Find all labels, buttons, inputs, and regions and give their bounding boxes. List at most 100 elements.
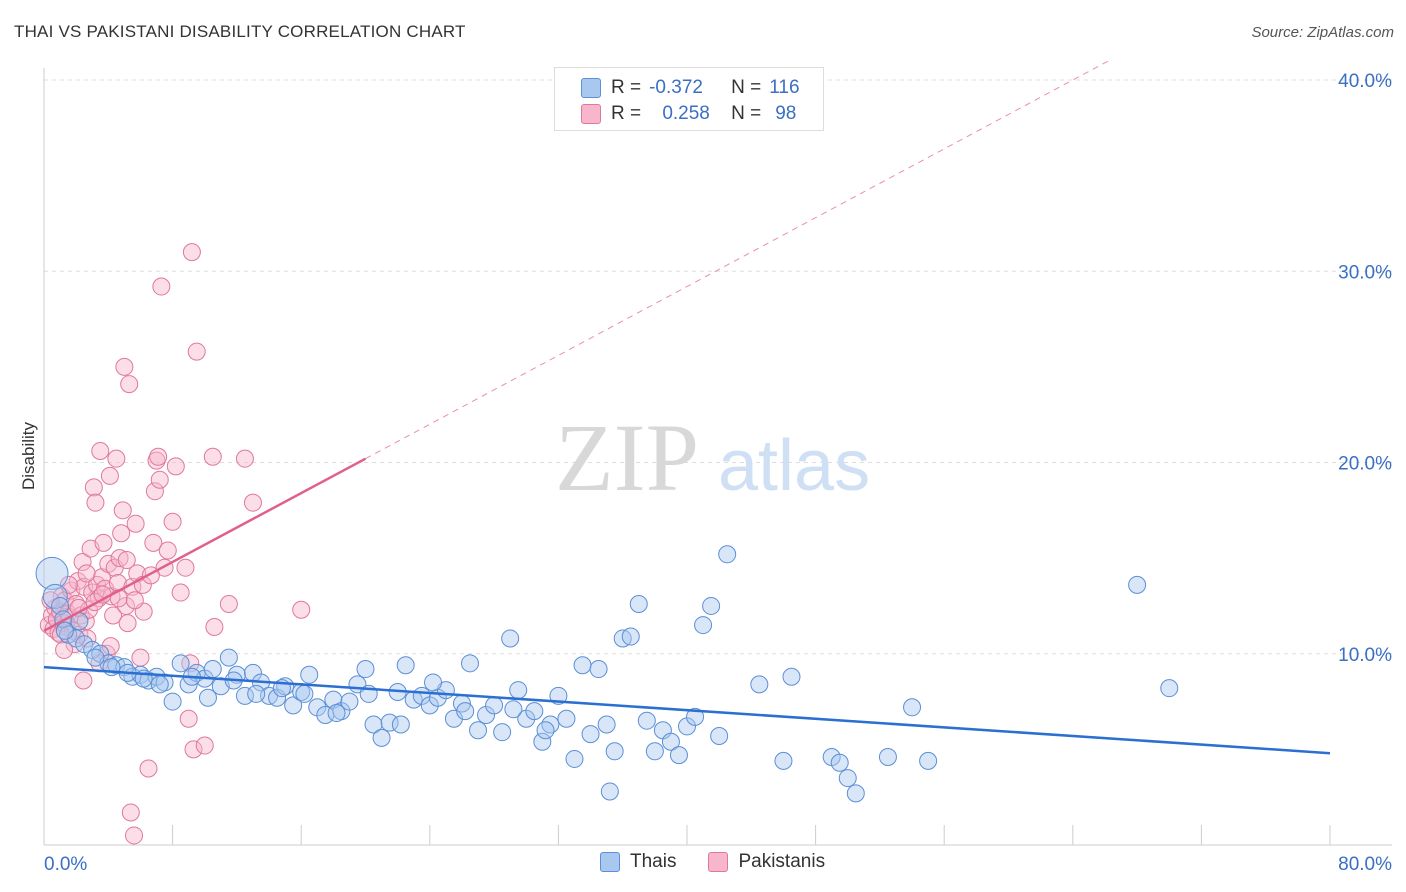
thais-point: [1160, 679, 1179, 698]
pakistanis-point: [203, 447, 222, 466]
thais-point: [485, 696, 504, 715]
thais-point: [327, 704, 346, 723]
pakistanis-point: [91, 442, 110, 461]
pakistanis-point: [107, 449, 126, 468]
thais-legend-label: Thais: [630, 851, 677, 872]
pakistanis-point: [179, 709, 198, 728]
thais-point: [247, 684, 266, 703]
pakistanis-point: [55, 591, 74, 610]
thais-point: [364, 715, 383, 734]
thais-point: [203, 660, 222, 679]
y-tick-label: 40.0%: [1338, 71, 1392, 92]
thais-point: [163, 692, 182, 711]
thais-point: [356, 660, 375, 679]
thais-point: [525, 702, 544, 721]
pakistanis-point: [113, 501, 132, 520]
thais-point: [469, 721, 488, 740]
thais-points: [35, 545, 1179, 803]
y-tick-label: 30.0%: [1338, 262, 1392, 283]
pakistanis-point: [125, 591, 144, 610]
thais-point: [686, 707, 705, 726]
y-tick-label: 20.0%: [1338, 454, 1392, 475]
pakistanis-n-label: N =: [731, 103, 762, 124]
thais-point: [621, 627, 640, 646]
chart-title: THAI VS PAKISTANI DISABILITY CORRELATION…: [14, 22, 466, 41]
thais-point: [597, 715, 616, 734]
watermark-zip: ZIP: [555, 404, 699, 511]
pakistanis-point: [84, 478, 103, 497]
pakistanis-point: [109, 589, 128, 608]
thais-point: [774, 751, 793, 770]
pakistanis-point: [195, 736, 214, 755]
thais-swatch: [581, 78, 601, 98]
thais-trend-line: [43, 665, 1331, 755]
thais-point: [589, 660, 608, 679]
pakistanis-point: [176, 558, 195, 577]
thais-point: [541, 715, 560, 734]
legend-item-pakistanis[interactable]: Pakistanis: [708, 851, 825, 873]
pakistanis-point: [235, 449, 254, 468]
thais-r-label: R =: [611, 77, 642, 98]
pakistanis-point: [125, 826, 144, 845]
pakistanis-point: [171, 583, 190, 602]
legend-item-thais[interactable]: Thais: [600, 851, 676, 873]
thais-point: [782, 667, 801, 686]
pakistanis-trend-extension: [365, 60, 1109, 460]
correlation-legend: R = -0.372 N = 116 R = 0.258 N = 98: [554, 67, 824, 131]
pakistanis-point: [131, 648, 150, 667]
pakistanis-point: [139, 759, 158, 778]
pakistanis-point: [101, 637, 120, 656]
thais-point: [391, 715, 410, 734]
thais-point: [42, 583, 68, 609]
thais-point: [645, 742, 664, 761]
thais-point: [509, 681, 528, 700]
pakistanis-point: [104, 606, 123, 625]
thais-point: [1128, 575, 1147, 594]
pakistanis-point: [205, 617, 224, 636]
thais-point: [669, 746, 688, 765]
thais-point: [396, 656, 415, 675]
thais-point: [424, 673, 443, 692]
thais-point: [171, 654, 190, 673]
pakistanis-point: [219, 595, 238, 614]
thais-point: [284, 696, 303, 715]
pakistanis-swatch: [581, 104, 601, 124]
thais-point: [573, 656, 592, 675]
y-tick-label: 10.0%: [1338, 645, 1392, 666]
thais-n-value: 116: [769, 77, 800, 98]
thais-point: [504, 700, 523, 719]
pakistanis-point: [100, 466, 119, 485]
tick-labels: 10.0% 20.0% 30.0% 40.0% 0.0% 80.0%: [44, 71, 1392, 875]
watermark: ZIP atlas: [555, 404, 870, 511]
thais-point: [235, 686, 254, 705]
pakistanis-trend-line: [43, 457, 367, 632]
thais-point: [150, 675, 169, 694]
pakistanis-points: [39, 243, 311, 845]
pakistanis-point: [86, 493, 105, 512]
thais-point: [456, 702, 475, 721]
thais-point: [903, 698, 922, 717]
pakistanis-point: [149, 447, 168, 466]
pakistanis-point: [120, 375, 139, 394]
thais-point: [557, 709, 576, 728]
pakistanis-point: [77, 564, 96, 583]
thais-point: [600, 782, 619, 801]
thais-point: [501, 629, 520, 648]
legend-row-thais: R = -0.372 N = 116: [581, 76, 800, 100]
y-axis-label: Disability: [19, 421, 38, 490]
thais-point: [919, 751, 938, 770]
thais-point: [830, 753, 849, 772]
pakistanis-point: [112, 524, 131, 543]
pakistanis-point: [181, 654, 200, 673]
pakistanis-n-value: 98: [775, 103, 797, 124]
pakistanis-point: [126, 514, 145, 533]
thais-point: [372, 728, 391, 747]
thais-point: [637, 711, 656, 730]
thais-point: [493, 723, 512, 742]
pakistanis-point: [74, 671, 93, 690]
thais-point: [838, 769, 857, 788]
series-legend: Thais Pakistanis: [600, 851, 857, 873]
pakistanis-point: [158, 541, 177, 560]
thais-point: [710, 726, 729, 745]
